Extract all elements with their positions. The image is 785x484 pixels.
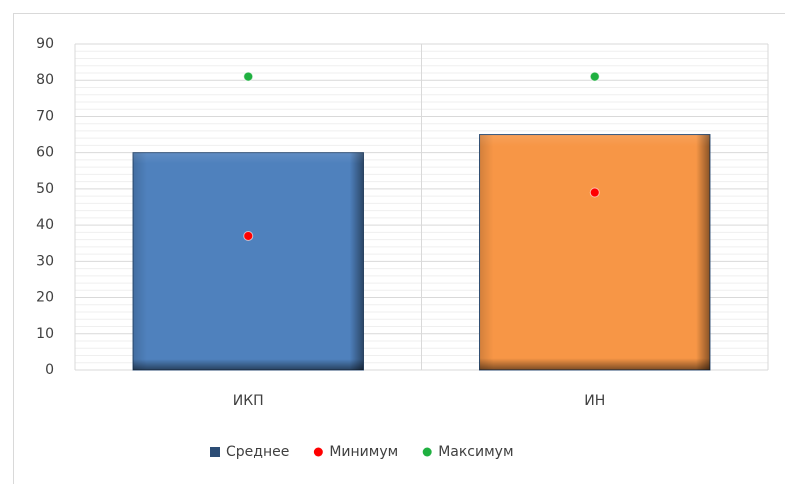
bar-bevel	[133, 152, 364, 370]
y-tick-label: 80	[36, 72, 54, 88]
x-tick-label: ИН	[584, 393, 605, 409]
point	[589, 71, 600, 82]
y-tick-label: 20	[36, 290, 54, 306]
y-tick-label: 90	[36, 36, 54, 52]
y-tick-label: 60	[36, 145, 54, 161]
bar-bevel	[479, 134, 710, 370]
x-tick-label: ИКП	[233, 393, 264, 409]
legend-swatch	[313, 447, 323, 457]
point	[243, 71, 254, 82]
legend-swatch	[422, 447, 432, 457]
y-tick-label: 50	[36, 181, 54, 197]
y-tick-label: 40	[36, 217, 54, 233]
legend-swatch	[210, 447, 220, 457]
y-tick-label: 70	[36, 108, 54, 124]
legend-label: Минимум	[329, 444, 398, 460]
y-tick-label: 10	[36, 326, 54, 342]
legend-label: Максимум	[438, 444, 513, 460]
legend-label: Среднее	[226, 444, 289, 460]
y-tick-label: 0	[45, 362, 54, 378]
point	[243, 230, 254, 241]
y-tick-label: 30	[36, 253, 54, 269]
point	[589, 187, 600, 198]
